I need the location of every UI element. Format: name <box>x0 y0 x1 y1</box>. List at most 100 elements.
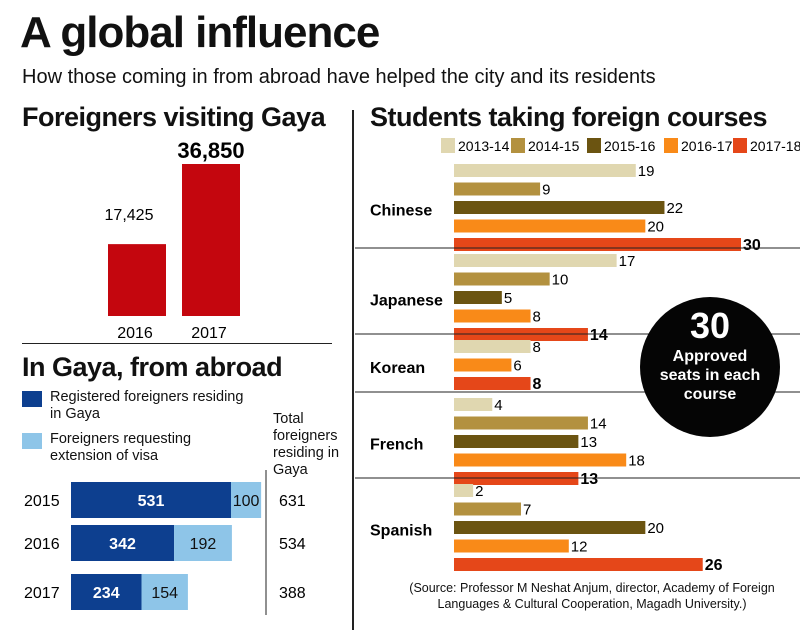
course-bar <box>454 416 588 430</box>
abroad-segment-value: 192 <box>190 536 217 553</box>
course-bar-value: 14 <box>590 327 608 344</box>
visitor-value-label: 36,850 <box>177 138 244 163</box>
legend-swatch-2017-18 <box>733 138 747 153</box>
vertical-divider <box>352 110 354 630</box>
course-bar-value: 26 <box>705 557 723 574</box>
badge-number: 30 <box>689 305 731 346</box>
abroad-segment-value: 100 <box>233 493 260 510</box>
legend-swatch-2016-17 <box>664 138 678 153</box>
legend-label-registered: Registered foreigners residing in Gaya <box>50 389 244 422</box>
visitor-year-label: 2017 <box>191 325 227 342</box>
abroad-total-value: 534 <box>279 536 306 553</box>
language-label: Chinese <box>370 202 432 219</box>
course-bar-value: 30 <box>743 237 761 254</box>
course-bar <box>454 309 531 323</box>
course-bar <box>454 254 617 267</box>
visitors-heading: Foreigners visiting Gaya <box>22 102 326 132</box>
course-bar-value: 18 <box>628 453 645 470</box>
course-bar <box>454 558 703 571</box>
legend-label-visa: Foreigners requesting extension of visa <box>50 431 192 464</box>
abroad-total-value: 631 <box>279 493 306 510</box>
course-bar-value: 12 <box>571 539 588 556</box>
source-note: (Source: Professor M Neshat Anjum, direc… <box>409 581 775 611</box>
abroad-year-label: 2017 <box>24 585 60 602</box>
abroad-year-label: 2016 <box>24 536 60 553</box>
page-title: A global influence <box>20 8 380 57</box>
course-bar-value: 22 <box>666 200 683 217</box>
course-bar <box>454 340 531 353</box>
visitor-value-label: 17,425 <box>105 207 154 224</box>
left-horizontal-divider <box>22 343 332 344</box>
abroad-bar-segment <box>71 482 231 518</box>
legend-swatch-2015-16 <box>587 138 601 153</box>
course-bar-value: 10 <box>552 272 569 289</box>
abroad-chart: 2015 531 100 631 2016 342 192 534 2017 234 154 388 <box>24 470 306 615</box>
course-bar <box>454 453 627 467</box>
course-bar <box>454 521 646 534</box>
abroad-bar-segment <box>71 574 142 610</box>
abroad-segment-value: 154 <box>151 585 178 602</box>
legend-label: 2017-18 <box>750 138 800 154</box>
approved-seats-badge: 30 Approved seats in each course <box>640 297 780 437</box>
legend-label: 2016-17 <box>681 138 733 154</box>
course-bar-value: 5 <box>504 290 512 307</box>
abroad-segment-value: 531 <box>138 493 165 510</box>
legend-swatch-2013-14 <box>441 138 455 153</box>
visitor-bar-2017 <box>182 164 240 316</box>
abroad-segment-value: 342 <box>109 536 136 553</box>
course-bar-value: 8 <box>533 309 541 326</box>
abroad-bar-segment <box>174 525 232 561</box>
course-bar-value: 8 <box>533 339 541 356</box>
course-bar-value: 4 <box>494 397 502 414</box>
course-bar-value: 8 <box>533 376 542 393</box>
language-label: French <box>370 436 423 453</box>
course-bar <box>454 435 579 448</box>
abroad-bar-segment <box>71 525 175 561</box>
course-bar-value: 13 <box>580 471 598 488</box>
course-bar-value: 20 <box>647 520 664 537</box>
course-bar-value: 19 <box>638 163 655 180</box>
abroad-total-value: 388 <box>279 585 306 602</box>
course-bar-value: 7 <box>523 502 531 519</box>
course-bar-value: 9 <box>542 182 550 199</box>
badge-text: Approved seats in each course <box>659 348 761 403</box>
language-label: Spanish <box>370 522 432 539</box>
visitor-bar-2016 <box>108 244 166 316</box>
abroad-segment-value: 234 <box>93 585 120 602</box>
language-label: Korean <box>370 360 425 377</box>
course-bar-value: 6 <box>513 358 521 375</box>
abroad-bar-segment <box>231 482 262 518</box>
abroad-heading: In Gaya, from abroad <box>22 352 283 382</box>
visitor-year-label: 2016 <box>117 325 153 342</box>
course-bar-value: 13 <box>580 434 597 451</box>
course-bar <box>454 182 541 196</box>
page-subtitle: How those coming in from abroad have hel… <box>22 66 656 88</box>
course-bar <box>454 219 646 233</box>
course-bar <box>454 272 550 286</box>
legend-label: 2015-16 <box>604 138 656 154</box>
course-bar-value: 2 <box>475 483 483 500</box>
course-bar <box>454 484 474 497</box>
course-bar <box>454 377 531 390</box>
course-bar-value: 14 <box>590 416 607 433</box>
legend-swatch-registered <box>22 391 42 407</box>
abroad-bar-segment <box>141 574 188 610</box>
courses-heading: Students taking foreign courses <box>370 102 768 132</box>
total-foreigners-label: Total foreigners residing in Gaya <box>273 411 340 478</box>
course-bar <box>454 291 502 304</box>
course-bar <box>454 238 741 251</box>
legend-swatch-2014-15 <box>511 138 525 153</box>
course-bar <box>454 398 493 411</box>
legend-label: 2013-14 <box>458 138 510 154</box>
course-bar-value: 20 <box>647 219 664 236</box>
course-bar <box>454 358 512 372</box>
legend-label: 2014-15 <box>528 138 580 154</box>
course-bar-value: 17 <box>619 253 636 270</box>
course-bar <box>454 164 636 177</box>
course-bar <box>454 539 569 553</box>
course-bar <box>454 502 521 516</box>
course-bar <box>454 201 665 214</box>
legend-swatch-visa <box>22 433 42 449</box>
visitors-chart: 17,425 2016 36,850 2017 <box>105 138 245 342</box>
courses-chart: 2013-14 2014-15 2015-16 2016-17 2017-1819922… <box>355 138 800 574</box>
